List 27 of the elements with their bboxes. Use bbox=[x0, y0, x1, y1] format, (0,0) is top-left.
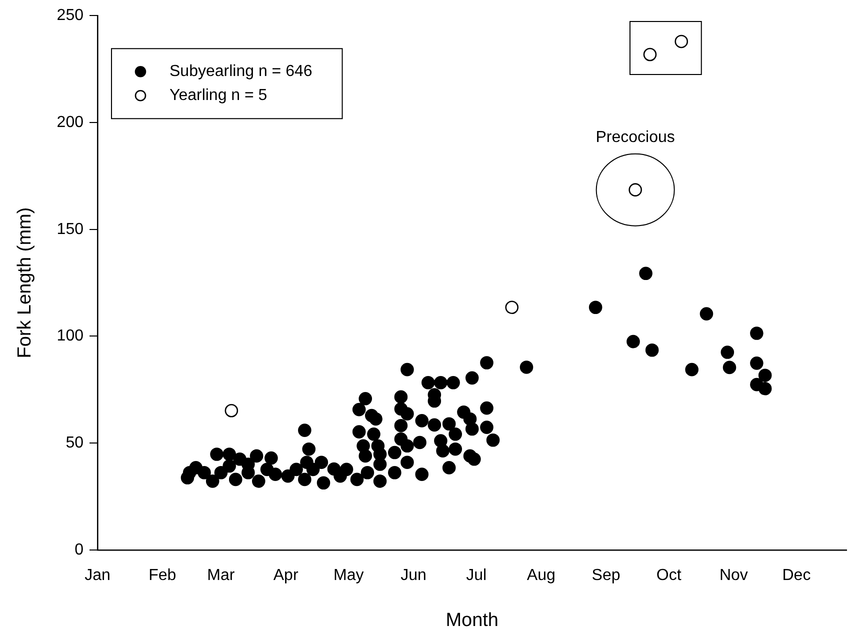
x-tick-label: Oct bbox=[656, 567, 682, 584]
x-tick-label: Jun bbox=[400, 567, 426, 584]
x-tick-label: Jul bbox=[466, 567, 487, 584]
x-tick-label: Aug bbox=[526, 567, 556, 584]
y-tick-label: 150 bbox=[56, 220, 84, 238]
x-tick-label: Sep bbox=[592, 567, 620, 584]
y-tick-label: 0 bbox=[74, 541, 84, 558]
x-tick-label: Nov bbox=[719, 567, 748, 584]
y-tick-label: 50 bbox=[66, 434, 84, 452]
legend-label: Yearling n = 5 bbox=[169, 87, 268, 104]
x-tick-label: Jan bbox=[84, 567, 110, 584]
x-tick-label: May bbox=[334, 567, 364, 584]
x-tick-label: Apr bbox=[273, 567, 299, 584]
point bbox=[505, 300, 519, 314]
x-tick-label: Dec bbox=[782, 567, 811, 584]
x-axis-title: Month bbox=[446, 610, 499, 631]
point bbox=[674, 34, 688, 48]
x-tick-label: Feb bbox=[148, 567, 176, 584]
y-tick-label: 200 bbox=[56, 114, 84, 131]
x-tick-label: Mar bbox=[207, 567, 236, 584]
annotation: Precocious bbox=[596, 129, 675, 146]
y-tick-label: 250 bbox=[56, 7, 84, 24]
y-tick-label: 100 bbox=[56, 328, 84, 345]
point bbox=[643, 48, 657, 62]
point bbox=[224, 404, 238, 418]
y-axis-title: Fork Length (mm) bbox=[14, 207, 36, 358]
legend-label: Subyearling n = 646 bbox=[169, 63, 312, 80]
